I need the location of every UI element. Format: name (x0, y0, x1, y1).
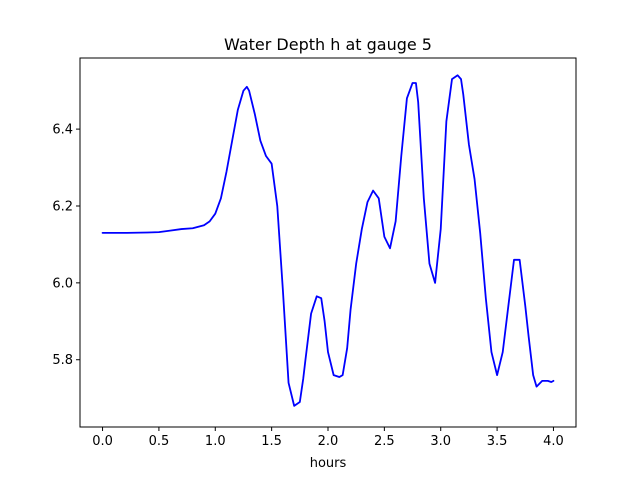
x-tick-label: 0.5 (149, 434, 170, 449)
x-tick-label: 3.5 (487, 434, 508, 449)
x-tick-label: 2.5 (374, 434, 395, 449)
x-axis-label: hours (310, 456, 347, 471)
data-line-series-0 (101, 74, 555, 407)
x-tick-label: 1.5 (261, 434, 282, 449)
y-tick-label: 5.8 (52, 353, 73, 368)
chart-title: Water Depth h at gauge 5 (224, 35, 432, 54)
y-tick-label: 6.2 (52, 199, 73, 214)
x-tick-label: 3.0 (430, 434, 451, 449)
x-tick-label: 4.0 (543, 434, 564, 449)
y-tick-label: 6.4 (52, 123, 73, 138)
plot-area: 0.0 0.5 1.0 1.5 2.0 2.5 3.0 3.5 4.0 5.8 6.0 6.2 6.4 (52, 57, 577, 449)
x-tick-label: 1.0 (205, 434, 226, 449)
x-tick-label: 0.0 (92, 434, 113, 449)
y-tick-label: 6.0 (52, 276, 73, 291)
x-tick-label: 2.0 (318, 434, 339, 449)
